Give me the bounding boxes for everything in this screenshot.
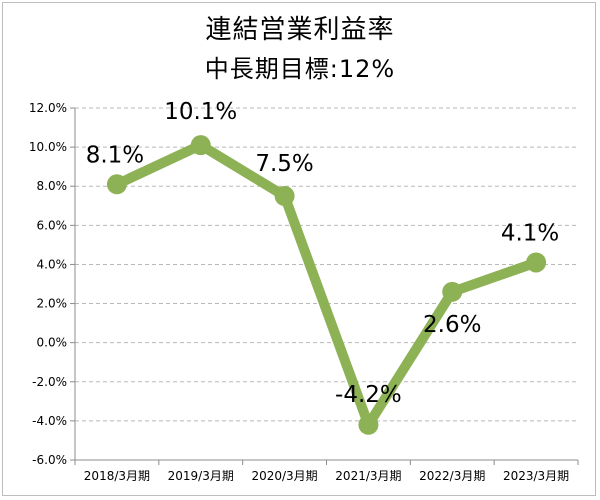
x-tick-label: 2019/3月期 [168,469,234,483]
y-tick-label: 12.0% [29,101,67,115]
data-point [106,174,127,195]
chart-subtitle: 中長期目標:12% [204,55,396,83]
series-line [111,140,542,430]
grid-lines [75,107,578,422]
data-point [274,186,295,206]
data-point [526,252,547,273]
y-tick-label: 8.0% [37,179,68,193]
data-label: 8.1% [86,142,144,168]
y-tick-label: 0.0% [37,336,68,350]
data-point [190,135,211,156]
series-markers [106,135,547,435]
x-tick-label: 2018/3月期 [84,469,150,483]
y-tick-label: -4.0% [32,414,67,428]
x-tick-label: 2022/3月期 [419,469,485,483]
data-point [442,281,463,302]
y-tick-label: 4.0% [37,257,68,271]
data-label: 10.1% [164,99,237,125]
series-polyline [111,140,542,430]
data-label: 7.5% [255,151,313,177]
x-tick-label: 2020/3月期 [251,469,317,483]
y-tick-label: -6.0% [32,453,67,467]
data-label: 2.6% [423,312,481,338]
y-tick-labels: 12.0% 10.0% 8.0% 6.0% 4.0% 2.0% 0.0% -2.0% -4.0%… [29,101,67,467]
x-tick-label: 2021/3月期 [335,469,401,483]
data-label: -4.2% [335,382,402,408]
x-tick-label: 2023/3月期 [503,469,569,483]
y-tick-label: 2.0% [37,297,68,311]
x-tick-labels: 2018/3月期 2019/3月期 2020/3月期 2021/3月期 2022/3月期… [84,469,569,483]
axes [70,107,579,465]
data-point [358,414,379,435]
data-label: 4.1% [501,220,559,246]
data-labels: 8.1% 10.1% 7.5% -4.2% 2.6% 4.1% [86,99,560,408]
y-tick-label: 6.0% [37,218,68,232]
chart-title: 連結営業利益率 [205,15,395,45]
y-tick-label: -2.0% [32,375,67,389]
y-tick-label: 10.0% [29,140,67,154]
